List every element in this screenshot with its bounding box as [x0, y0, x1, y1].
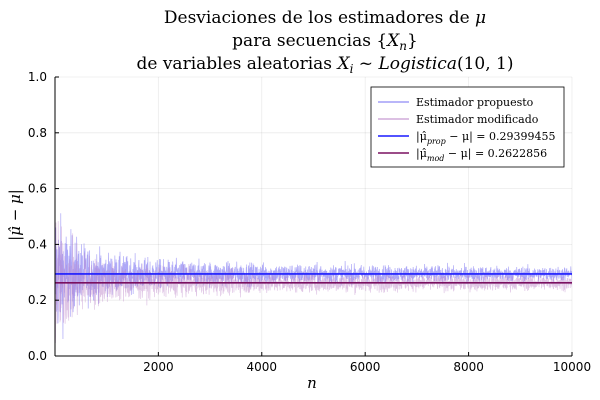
y-tick-label-1: 0.2 [28, 293, 47, 307]
x-axis-label: n [307, 374, 317, 392]
series-layer [55, 213, 572, 351]
y-tick-label-5: 1.0 [28, 70, 47, 84]
series-line-1 [55, 221, 572, 351]
legend-label-3: |μ̂mod − μ| = 0.2622856 [416, 147, 547, 163]
legend-label-1: Estimador modificado [416, 113, 539, 126]
axes [54, 76, 573, 357]
tick-labels: 2000 4000 6000 8000 10000 0.0 0.2 0.4 0.6 0.8 1.0 [28, 70, 591, 374]
y-tick-label-2: 0.4 [28, 237, 47, 251]
y-tick-label-0: 0.0 [28, 349, 47, 363]
y-tick-label-4: 0.8 [28, 126, 47, 140]
y-tick-label-3: 0.6 [28, 182, 47, 196]
chart-title: Desviaciones de los estimadores de μ par… [136, 8, 513, 76]
title-line-3: de variables aleatorias Xi ~ Logistica(1… [136, 54, 513, 76]
legend-label-0: Estimador propuesto [416, 96, 534, 109]
title-line-1: Desviaciones de los estimadores de μ [164, 8, 486, 28]
legend: Estimador propuesto Estimador modificado |… [370, 86, 565, 168]
y-axis-label: |μ̂ − μ| [6, 189, 24, 241]
x-tick-label-2: 6000 [350, 360, 381, 374]
x-tick-label-1: 4000 [246, 360, 277, 374]
x-tick-label-0: 2000 [143, 360, 174, 374]
legend-label-2: |μ̂prop − μ| = 0.29399455 [416, 130, 556, 146]
title-line-2: para secuencias {Xn} [232, 31, 418, 53]
x-tick-label-4: 10000 [553, 360, 591, 374]
plot-area [55, 213, 572, 351]
x-tick-label-3: 8000 [453, 360, 484, 374]
